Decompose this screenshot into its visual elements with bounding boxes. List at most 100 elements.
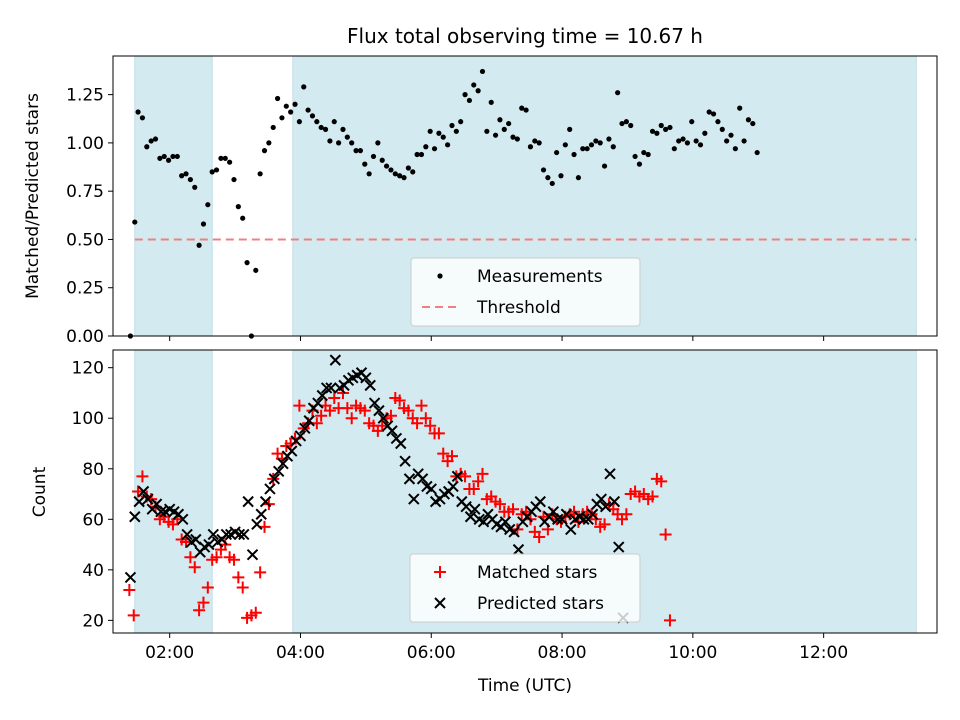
predicted-star-point xyxy=(403,473,416,485)
y-tick-label: 0.50 xyxy=(66,230,104,250)
predicted-star-point xyxy=(508,526,520,538)
measurement-point xyxy=(501,126,507,132)
matched-star-point xyxy=(472,475,485,488)
matched-star-point xyxy=(659,528,672,541)
measurement-point xyxy=(479,68,486,75)
predicted-star-point xyxy=(534,495,546,508)
measurement-point xyxy=(196,242,202,248)
predicted-star-point xyxy=(451,470,464,483)
measurement-point xyxy=(397,173,403,179)
predicted-star-point xyxy=(364,379,376,392)
legend-threshold-label: Threshold xyxy=(476,298,561,318)
predicted-star-point xyxy=(294,430,307,442)
top-panel-y-axis-label: Matched/Predicted stars xyxy=(23,93,43,299)
measurement-point xyxy=(745,117,752,123)
matched-star-point xyxy=(180,536,193,549)
measurement-point xyxy=(689,119,695,125)
measurement-point xyxy=(209,169,215,175)
measurement-point xyxy=(322,126,329,132)
matched-star-point xyxy=(358,404,371,417)
measurement-point xyxy=(179,173,185,179)
predicted-star-point xyxy=(133,495,145,508)
bottom-legend: Matched stars Predicted stars xyxy=(409,553,641,623)
measurement-point xyxy=(619,120,625,127)
predicted-star-point xyxy=(251,518,263,531)
measurement-point xyxy=(283,103,289,109)
measurement-point xyxy=(462,92,468,98)
measurement-point xyxy=(549,180,555,187)
measurement-point xyxy=(615,90,621,96)
x-tick-label: 04:00 xyxy=(276,643,325,663)
top-panel-series xyxy=(127,68,760,339)
measurement-point xyxy=(475,88,481,94)
measurement-point xyxy=(649,128,656,134)
measurement-point xyxy=(305,107,311,113)
measurement-point xyxy=(235,204,241,210)
measurement-point xyxy=(170,153,176,160)
measurement-point xyxy=(174,153,180,160)
matched-star-point xyxy=(467,482,480,495)
predicted-star-point xyxy=(399,455,411,467)
measurement-point xyxy=(244,260,250,266)
predicted-star-point xyxy=(207,528,219,541)
measurement-point xyxy=(340,126,346,132)
measurement-point xyxy=(227,159,233,165)
measurement-point xyxy=(540,167,547,173)
measurement-point xyxy=(523,107,529,113)
bottom-panel-counts: 20 40 60 80 100 120 02:00 04:00 06:00 08:00 10:00… xyxy=(30,349,938,696)
predicted-star-point xyxy=(259,495,272,508)
measurement-point xyxy=(471,82,477,88)
predicted-star-point xyxy=(177,513,189,526)
measurement-point xyxy=(588,142,595,148)
bottom-panel-y-axis-label: Count xyxy=(30,466,50,517)
measurement-point xyxy=(519,105,525,111)
measurement-point xyxy=(715,119,721,125)
y-tick-label: 100 xyxy=(72,409,104,429)
predicted-star-point xyxy=(586,508,599,520)
measurement-point xyxy=(636,161,643,167)
measurement-point xyxy=(327,138,333,144)
predicted-star-point xyxy=(469,503,481,515)
predicted-star-point xyxy=(599,500,612,513)
measurement-point xyxy=(562,142,568,148)
measurement-point xyxy=(427,128,433,134)
measurement-point xyxy=(453,128,459,134)
measurement-point xyxy=(750,120,756,127)
predicted-star-point xyxy=(565,523,577,536)
matched-star-point xyxy=(655,475,668,488)
predicted-star-point xyxy=(460,500,472,513)
predicted-star-point xyxy=(551,513,564,526)
measurement-point xyxy=(593,138,599,144)
predicted-star-point xyxy=(368,397,381,409)
measurement-point xyxy=(135,109,141,115)
measurement-point xyxy=(309,113,316,119)
measurement-point xyxy=(436,130,442,136)
measurement-point xyxy=(240,215,246,221)
matched-star-point xyxy=(184,551,197,564)
measurement-point xyxy=(680,136,686,142)
measurement-point xyxy=(148,138,154,144)
measurement-point xyxy=(558,173,564,179)
measurement-point xyxy=(165,157,172,163)
measurement-point xyxy=(623,119,629,125)
predicted-star-point xyxy=(277,457,289,470)
measurement-point xyxy=(383,163,390,169)
y-tick-label: 20 xyxy=(82,611,104,631)
measurement-point xyxy=(431,146,438,152)
predicted-star-point xyxy=(155,506,167,518)
measurement-point xyxy=(187,176,193,183)
measurement-point xyxy=(458,119,464,125)
y-tick-label: 120 xyxy=(72,359,104,379)
matched-star-point xyxy=(345,412,358,425)
predicted-star-point xyxy=(268,473,281,485)
matched-star-point xyxy=(249,606,262,619)
measurement-point xyxy=(506,120,512,127)
matched-star-point xyxy=(341,402,354,415)
predicted-star-point xyxy=(320,382,333,394)
x-tick-label: 10:00 xyxy=(668,643,717,663)
matched-star-point xyxy=(293,399,306,412)
bottom-panel-x-axis-label: Time (UTC) xyxy=(477,676,572,696)
measurement-point xyxy=(301,84,307,90)
measurement-point xyxy=(732,146,738,152)
measurement-point xyxy=(274,95,281,102)
